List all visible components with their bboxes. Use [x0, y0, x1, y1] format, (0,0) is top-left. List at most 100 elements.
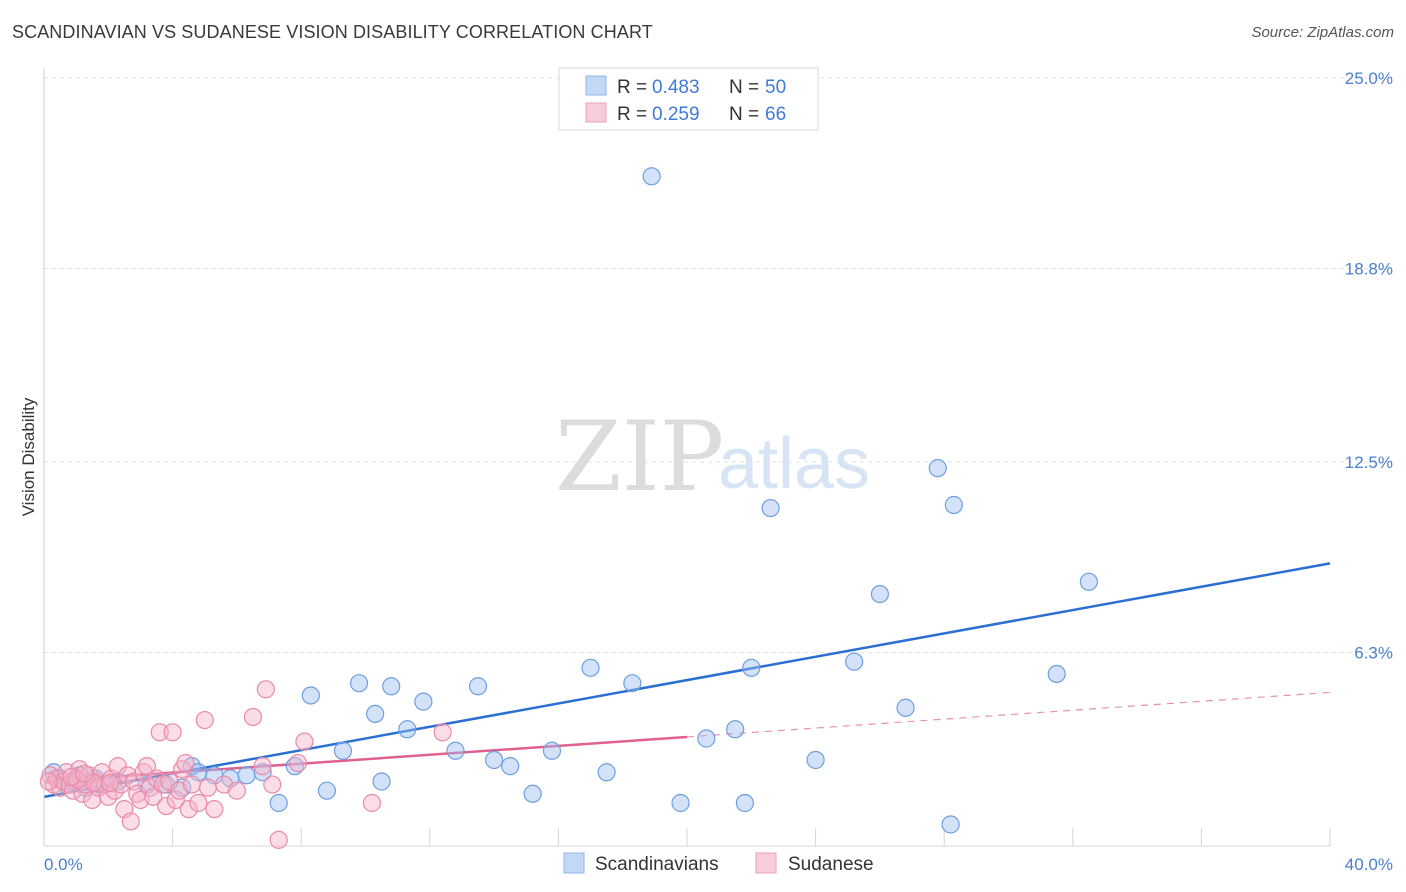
series-legend-label-sudanese: Sudanese	[788, 854, 874, 875]
point-scandinavians	[542, 741, 562, 760]
x-tick-label: 40.0%	[1345, 855, 1393, 874]
point-sudanese	[182, 775, 201, 794]
point-sudanese	[243, 707, 263, 727]
point-sudanese	[121, 812, 140, 831]
legend-r-label-1: R =	[617, 77, 647, 98]
legend-n-label-1: N =	[729, 77, 759, 98]
point-scandinavians	[697, 729, 716, 748]
point-scandinavians	[1079, 572, 1098, 591]
point-scandinavians	[845, 652, 864, 671]
point-sudanese	[253, 757, 272, 776]
point-sudanese	[227, 781, 246, 800]
point-scandinavians	[446, 741, 465, 760]
point-scandinavians	[597, 763, 616, 782]
point-scandinavians	[806, 750, 825, 770]
point-scandinavians	[742, 658, 761, 677]
point-sudanese	[269, 830, 288, 849]
point-scandinavians	[928, 459, 947, 478]
point-scandinavians	[317, 781, 337, 800]
point-sudanese	[160, 772, 179, 791]
legend-swatch-scandinavians	[585, 75, 607, 96]
point-scandinavians	[349, 674, 369, 693]
series-legend-swatch-sudanese	[755, 852, 777, 874]
point-scandinavians	[372, 772, 391, 791]
point-scandinavians	[642, 167, 661, 186]
point-sudanese	[39, 772, 58, 791]
series-legend-swatch-scandinavians	[563, 852, 585, 874]
point-sudanese	[157, 796, 176, 816]
point-sudanese	[295, 732, 314, 751]
point-scandinavians	[333, 741, 353, 760]
point-scandinavians	[761, 498, 780, 518]
legend-n-label-2: N =	[729, 104, 759, 125]
trend-line-scandinavians	[43, 562, 1331, 799]
trend-line-extension-sudanese	[686, 691, 1331, 738]
legend-swatch-sudanese	[585, 102, 607, 123]
y-tick-label: 25.0%	[1345, 69, 1393, 88]
point-sudanese	[263, 775, 282, 794]
point-scandinavians	[269, 793, 288, 813]
point-scandinavians	[581, 658, 600, 677]
point-scandinavians	[253, 763, 272, 782]
point-sudanese	[108, 757, 128, 776]
y-tick-label: 18.8%	[1345, 259, 1393, 278]
point-sudanese	[205, 800, 224, 819]
series-legend: Scandinavians Sudanese	[563, 852, 874, 875]
point-sudanese	[163, 723, 182, 742]
chart-title: SCANDINAVIAN VS SUDANESE VISION DISABILI…	[12, 22, 653, 42]
point-sudanese	[144, 787, 163, 806]
legend-r-value-1: 0.483	[652, 77, 700, 98]
watermark-zip: ZIP	[555, 401, 724, 513]
point-sudanese	[195, 710, 214, 730]
point-scandinavians	[237, 766, 256, 785]
point-scandinavians	[735, 793, 754, 813]
point-sudanese	[189, 793, 208, 813]
point-sudanese	[75, 764, 94, 783]
trend-lines	[43, 562, 1331, 799]
y-tick-label: 12.5%	[1345, 453, 1393, 472]
source-label: Source: ZipAtlas.com	[1251, 24, 1394, 41]
point-sudanese	[179, 800, 198, 819]
point-sudanese	[137, 757, 156, 776]
point-scandinavians	[414, 692, 433, 711]
y-axis-title: Vision Disability	[19, 397, 38, 516]
x-axis-labels: 0.0% 40.0%	[44, 855, 1393, 874]
watermark-atlas: atlas	[718, 424, 870, 504]
point-sudanese	[362, 793, 382, 813]
point-scandinavians	[944, 495, 963, 515]
point-sudanese	[150, 723, 169, 742]
point-scandinavians	[285, 757, 304, 776]
y-tick-label: 6.3%	[1354, 643, 1393, 662]
legend-r-value-2: 0.259	[652, 104, 700, 125]
point-scandinavians	[382, 677, 401, 696]
point-scandinavians	[485, 750, 504, 770]
point-sudanese	[84, 773, 103, 793]
point-scandinavians	[671, 793, 690, 813]
series-legend-label-scandinavians: Scandinavians	[595, 854, 719, 875]
point-sudanese	[198, 778, 218, 797]
point-scandinavians	[301, 686, 320, 705]
y-axis-labels: 6.3% 12.5% 18.8% 25.0%	[1345, 69, 1393, 662]
x-tick-label: 0.0%	[44, 855, 83, 874]
point-scandinavians	[726, 720, 745, 739]
point-scandinavians	[896, 698, 915, 717]
point-sudanese	[176, 753, 195, 773]
legend-n-value-1: 50	[765, 77, 786, 98]
data-points	[39, 167, 1098, 849]
point-scandinavians	[623, 674, 642, 693]
gridlines	[44, 77, 1392, 653]
x-axis-ticks	[44, 828, 1331, 847]
point-sudanese	[100, 773, 120, 793]
point-scandinavians	[870, 584, 890, 604]
point-scandinavians	[468, 677, 488, 696]
stats-legend: R = 0.483 N = 50 R = 0.259 N = 66	[558, 67, 819, 131]
legend-r-label-2: R =	[617, 104, 647, 125]
point-sudanese	[256, 680, 275, 699]
point-scandinavians	[501, 757, 520, 776]
point-sudanese	[433, 723, 452, 742]
point-scandinavians	[366, 704, 385, 724]
point-sudanese	[288, 753, 308, 773]
legend-n-value-2: 66	[765, 104, 786, 125]
point-scandinavians	[941, 815, 960, 834]
